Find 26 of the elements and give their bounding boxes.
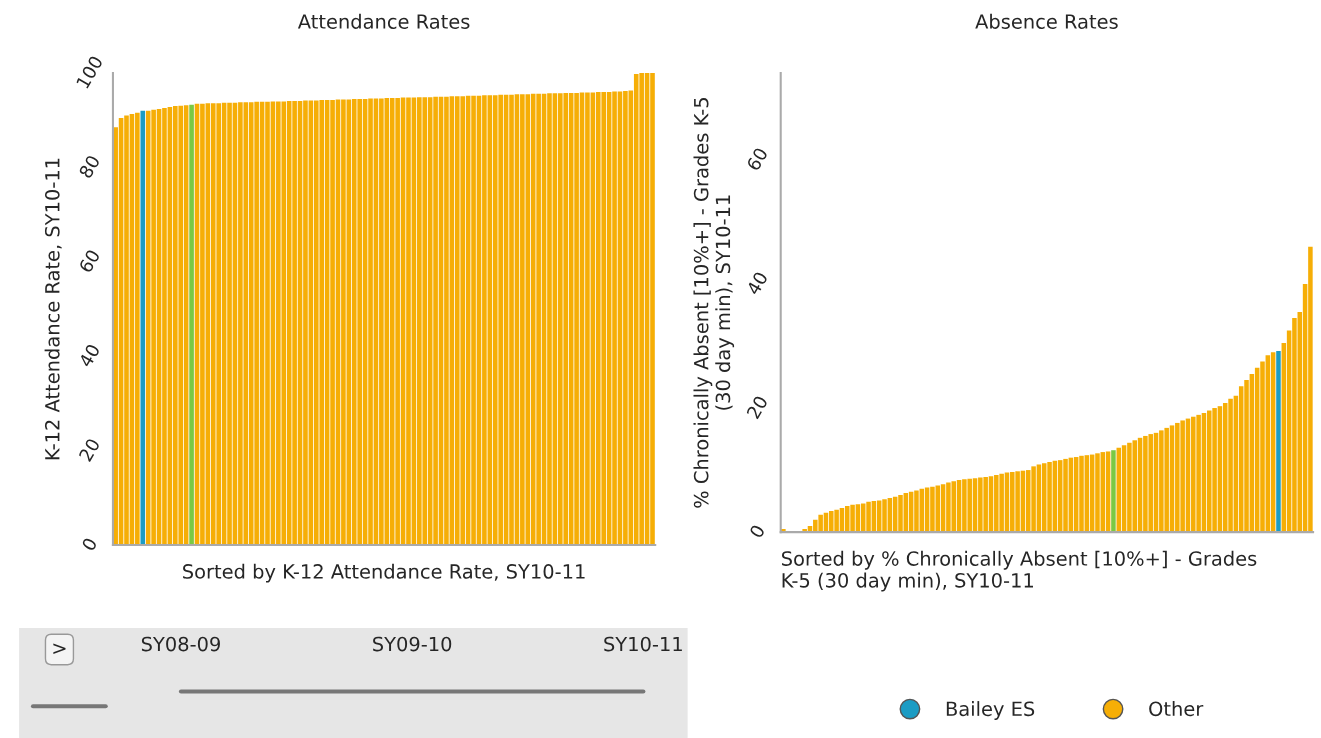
bar: [1111, 450, 1116, 533]
legend-label: Other: [1149, 701, 1204, 717]
bar: [1116, 447, 1122, 533]
x-axis-title: Sorted by % Chronically Absent [10%+] - Grades K-5 (30 day min), SY10-11: [781, 550, 1257, 592]
y-axis-title: K-12 Attendance Rate, SY10-11: [44, 158, 62, 460]
chart-title: Absence Rates: [975, 13, 1118, 29]
y-tick-label: 60: [746, 146, 769, 172]
y-tick-label: 0: [748, 523, 766, 539]
y-tick-label: 60: [78, 248, 101, 274]
x-axis-title: Sorted by K-12 Attendance Rate, SY10-11: [183, 563, 585, 583]
y-tick-label: 20: [746, 394, 769, 420]
bar: [1276, 350, 1281, 533]
y-tick-label: 0: [81, 536, 98, 552]
bar: [189, 104, 194, 546]
text: >: [53, 643, 66, 654]
y-tick-label: 40: [745, 270, 769, 296]
text: SY08-09: [141, 636, 220, 652]
text: SY10-11: [604, 636, 682, 652]
y-tick-label: 20: [78, 437, 101, 463]
y-tick-label: 80: [78, 154, 101, 179]
chart-title: Attendance Rates: [297, 13, 470, 29]
legend-label: Bailey ES: [946, 701, 1035, 720]
y-axis-title: % Chronically Absent [10%+] - Grades K-5 (30 day min), SY10-11: [693, 98, 735, 508]
text: SY09-10: [373, 636, 452, 652]
y-tick-label: 40: [78, 343, 101, 369]
bar: [140, 110, 146, 546]
